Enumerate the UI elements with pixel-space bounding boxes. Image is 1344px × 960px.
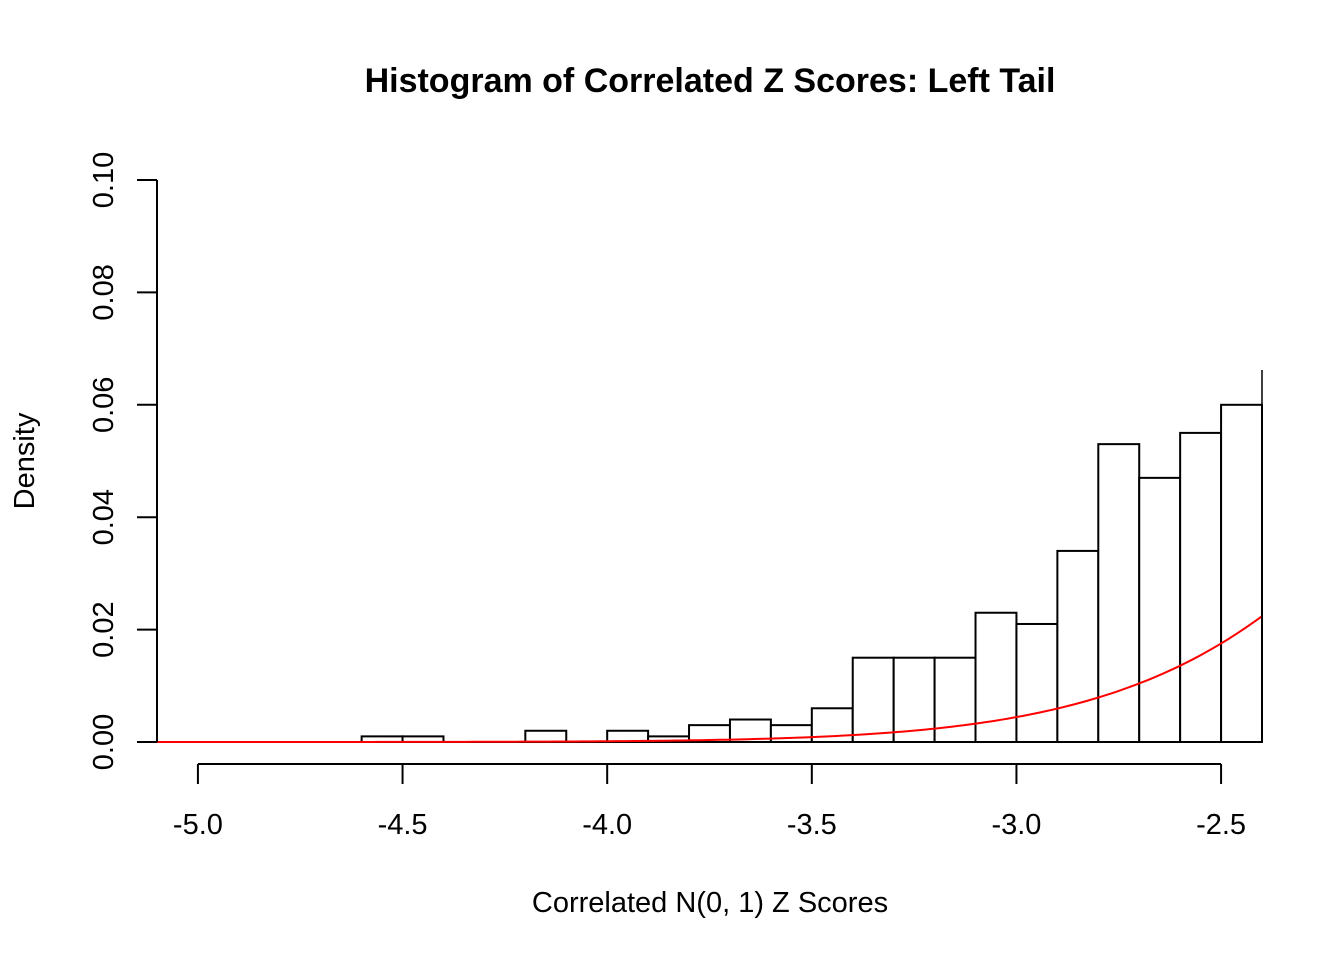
x-tick-label: -4.5 [378,809,428,841]
x-tick-label: -3.0 [991,809,1041,841]
x-tick-label: -2.5 [1196,809,1246,841]
y-tick-label: 0.00 [88,714,120,770]
x-axis: -5.0 -4.5 -4.0 -3.5 -3.0 -2.5 [173,763,1246,841]
histogram-bar [851,656,895,744]
x-axis-label: Correlated N(0, 1) Z Scores [532,887,888,919]
histogram-bar [1220,403,1264,743]
y-tick-label: 0.08 [88,264,120,320]
y-tick-label: 0.10 [88,152,120,208]
y-axis-label: Density [9,412,41,509]
histogram-bar [1138,476,1182,743]
chart-title: Histogram of Correlated Z Scores: Left T… [365,62,1056,100]
curve-group [157,615,1263,743]
y-axis: 0.00 0.02 0.04 0.06 0.08 0.10 [88,152,158,770]
histogram-bar [769,724,813,744]
histogram-bar [524,729,568,744]
y-tick-label: 0.04 [88,489,120,545]
bars-group [157,403,1264,744]
histogram-bar [1015,622,1059,743]
histogram-bar [1056,549,1100,743]
y-tick-label: 0.06 [88,377,120,433]
x-tick-label: -5.0 [173,809,223,841]
x-tick-label: -4.0 [582,809,632,841]
histogram-bar [1097,443,1141,743]
histogram-bar [1179,431,1223,743]
x-tick-label: -3.5 [787,809,837,841]
y-tick-label: 0.02 [88,601,120,657]
normal-density-curve [157,615,1263,743]
histogram-bar [933,656,977,744]
